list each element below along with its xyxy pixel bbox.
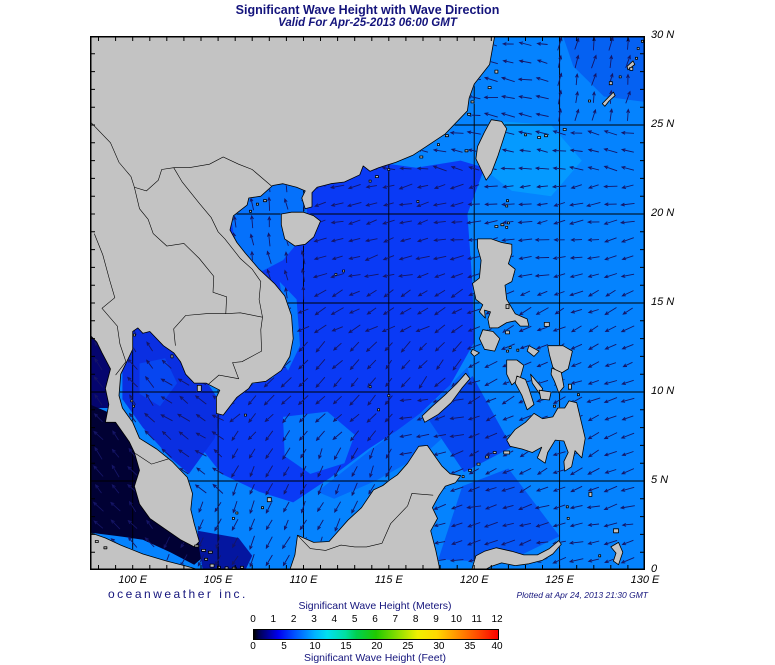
y-axis-label: 25 N [651, 118, 675, 130]
legend-title-feet: Significant Wave Height (Feet) [303, 652, 446, 664]
y-axis-label: 0 [651, 563, 658, 575]
legend-feet-tick: 40 [491, 641, 503, 652]
x-axis-label: 100 E [118, 574, 148, 586]
legend-meters-tick: 9 [433, 614, 439, 625]
y-axis-label: 30 N [651, 29, 675, 41]
y-axis-label: 5 N [651, 474, 669, 486]
plotted-timestamp: Plotted at Apr 24, 2013 21:30 GMT [516, 590, 648, 600]
x-axis-label: 125 E [545, 574, 574, 586]
legend-feet-tick: 35 [464, 641, 476, 652]
legend-meters-tick: 4 [331, 614, 338, 625]
legend-meters-tick: 11 [471, 614, 482, 625]
y-axis-label: 15 N [651, 296, 675, 308]
legend-meters-tick: 12 [491, 614, 503, 625]
legend-feet-tick: 10 [309, 641, 321, 652]
legend-meters-tick: 2 [290, 614, 297, 625]
legend-colorbar [253, 629, 499, 640]
legend-meters-tick: 0 [250, 614, 256, 625]
legend-meters-tick: 8 [412, 614, 419, 625]
legend-meters-tick: 1 [270, 614, 277, 625]
map-area [90, 36, 645, 570]
legend-meters-tick: 3 [311, 614, 317, 625]
legend-feet-tick: 20 [371, 641, 383, 652]
x-axis-label: 130 E [630, 574, 660, 586]
y-axis-label: 20 N [651, 207, 675, 219]
y-axis-label: 10 N [651, 385, 675, 397]
legend-meters-tick: 5 [351, 614, 358, 625]
valid-time-subtitle: Valid For Apr-25-2013 06:00 GMT [278, 17, 457, 29]
x-axis-label: 110 E [289, 574, 318, 586]
wave-map [90, 36, 645, 570]
x-axis-label: 115 E [374, 574, 403, 586]
x-axis-label: 105 E [203, 574, 233, 586]
legend-title-meters: Significant Wave Height (Meters) [298, 600, 452, 612]
page-title: Significant Wave Height with Wave Direct… [235, 3, 500, 17]
legend-meters-tick: 7 [392, 614, 399, 625]
legend-meters-tick: 10 [450, 614, 462, 625]
x-axis-label: 120 E [459, 574, 489, 586]
legend-feet-tick: 5 [281, 641, 287, 652]
axis-ticks [90, 36, 645, 570]
legend-feet-tick: 0 [250, 641, 256, 652]
oceanweather-logo-text: oceanweather inc. [108, 587, 248, 601]
legend-feet-tick: 30 [433, 641, 445, 652]
country-borders [90, 121, 434, 551]
legend-meters-tick: 6 [372, 614, 378, 625]
legend-feet-tick: 15 [340, 641, 352, 652]
map-frame [90, 36, 645, 570]
legend-feet-tick: 25 [402, 641, 414, 652]
